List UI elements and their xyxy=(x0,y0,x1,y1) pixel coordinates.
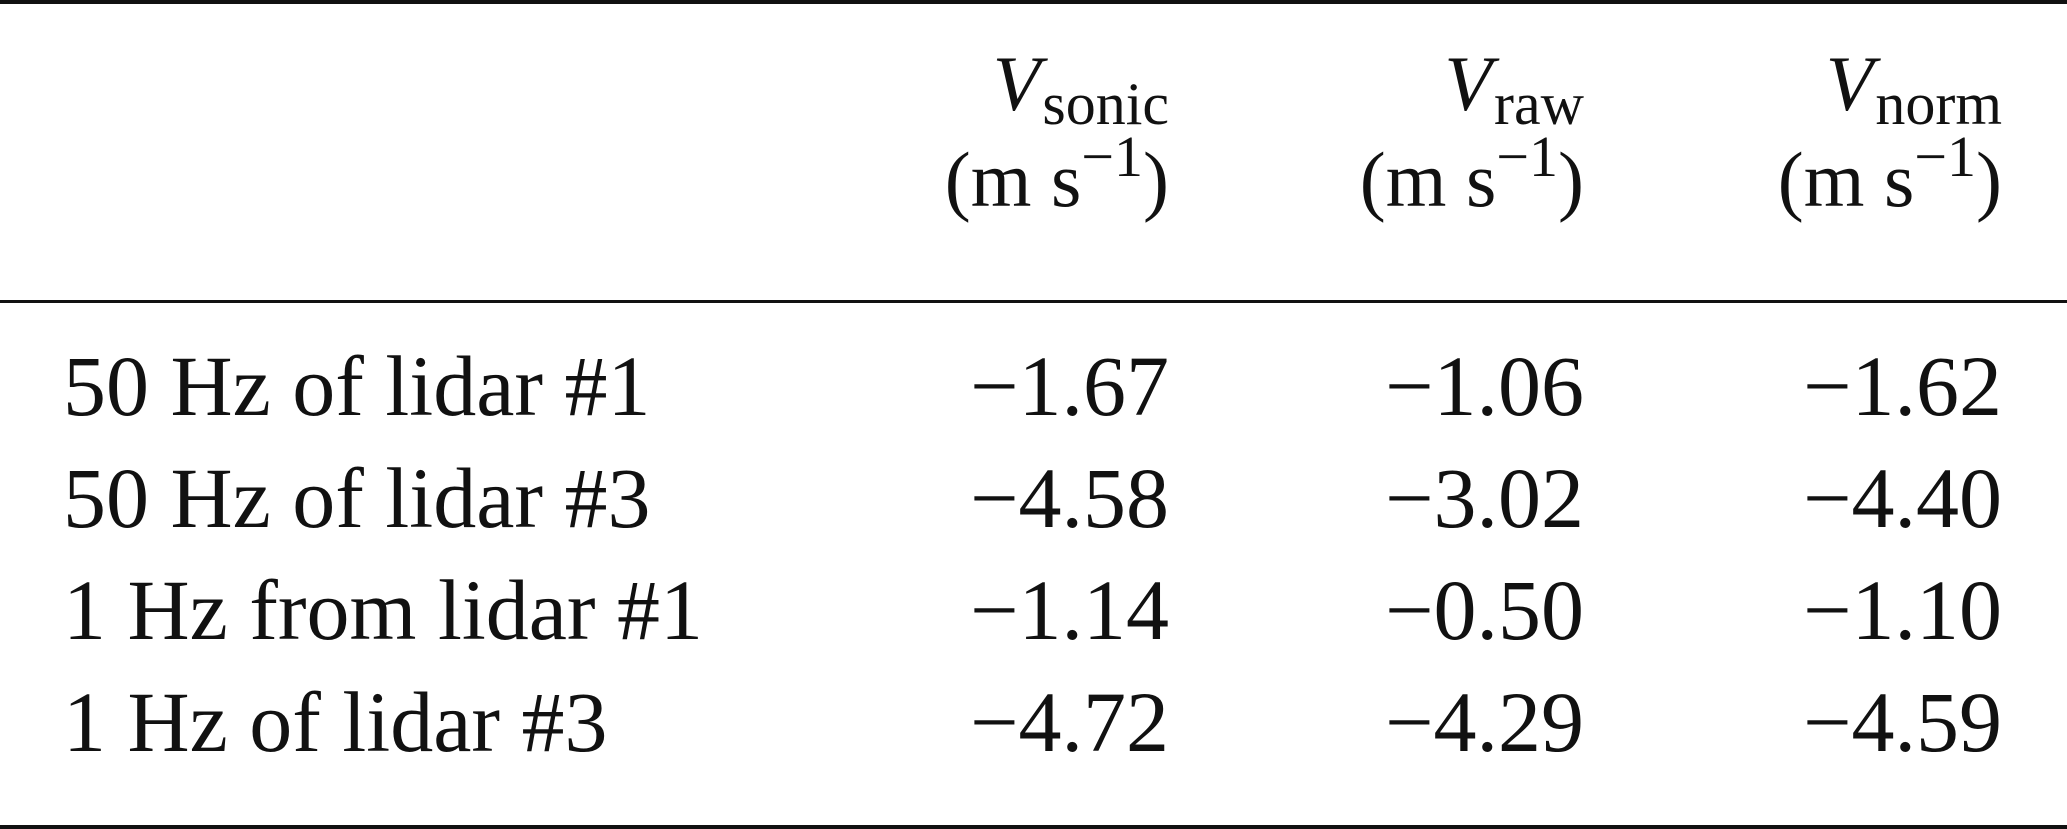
unit-open: (m s xyxy=(1777,136,1915,223)
value-v-sonic: −1.67 xyxy=(969,338,1169,434)
unit-exponent: −1 xyxy=(1914,124,1977,189)
column-subscript: raw xyxy=(1494,71,1584,137)
column-header-symbol: Vnorm xyxy=(1826,45,2002,135)
column-header-unit: (m s−1) xyxy=(1360,128,1584,219)
column-subscript: sonic xyxy=(1042,71,1169,137)
unit-exponent: −1 xyxy=(1081,124,1144,189)
row-label: 1 Hz from lidar #1 xyxy=(63,562,704,658)
column-variable: V xyxy=(1825,40,1874,127)
value-v-sonic: −4.72 xyxy=(969,674,1169,770)
unit-close: ) xyxy=(1976,136,2002,223)
column-variable: V xyxy=(992,40,1041,127)
column-header-v-sonic: Vsonic (m s−1) xyxy=(909,45,1169,245)
unit-open: (m s xyxy=(944,136,1082,223)
value-v-norm: −4.59 xyxy=(1802,674,2002,770)
column-header-unit: (m s−1) xyxy=(1778,128,2002,219)
table-bottom-rule xyxy=(0,825,2067,829)
table-row: 50 Hz of lidar #3 −4.58 −3.02 −4.40 xyxy=(0,442,2067,554)
value-v-raw: −0.50 xyxy=(1384,562,1584,658)
row-label: 50 Hz of lidar #1 xyxy=(63,338,651,434)
row-label: 1 Hz of lidar #3 xyxy=(63,674,608,770)
column-header-v-raw: Vraw (m s−1) xyxy=(1324,45,1584,245)
table-header-rule xyxy=(0,300,2067,303)
value-v-raw: −3.02 xyxy=(1384,450,1584,546)
unit-close: ) xyxy=(1558,136,1584,223)
unit-open: (m s xyxy=(1359,136,1497,223)
value-v-norm: −4.40 xyxy=(1802,450,2002,546)
table-row: 50 Hz of lidar #1 −1.67 −1.06 −1.62 xyxy=(0,330,2067,442)
table-top-rule xyxy=(0,0,2067,4)
value-v-raw: −4.29 xyxy=(1384,674,1584,770)
column-subscript: norm xyxy=(1875,71,2002,137)
column-variable: V xyxy=(1444,40,1493,127)
row-label: 50 Hz of lidar #3 xyxy=(63,450,651,546)
unit-exponent: −1 xyxy=(1496,124,1559,189)
unit-close: ) xyxy=(1143,136,1169,223)
table-row: 1 Hz from lidar #1 −1.14 −0.50 −1.10 xyxy=(0,554,2067,666)
value-v-sonic: −4.58 xyxy=(969,450,1169,546)
value-v-raw: −1.06 xyxy=(1384,338,1584,434)
table-row: 1 Hz of lidar #3 −4.72 −4.29 −4.59 xyxy=(0,666,2067,778)
column-header-unit: (m s−1) xyxy=(945,128,1169,219)
column-header-v-norm: Vnorm (m s−1) xyxy=(1742,45,2002,245)
value-v-norm: −1.10 xyxy=(1802,562,2002,658)
value-v-norm: −1.62 xyxy=(1802,338,2002,434)
value-v-sonic: −1.14 xyxy=(969,562,1169,658)
column-header-symbol: Vsonic xyxy=(993,45,1169,135)
column-header-symbol: Vraw xyxy=(1444,45,1584,135)
